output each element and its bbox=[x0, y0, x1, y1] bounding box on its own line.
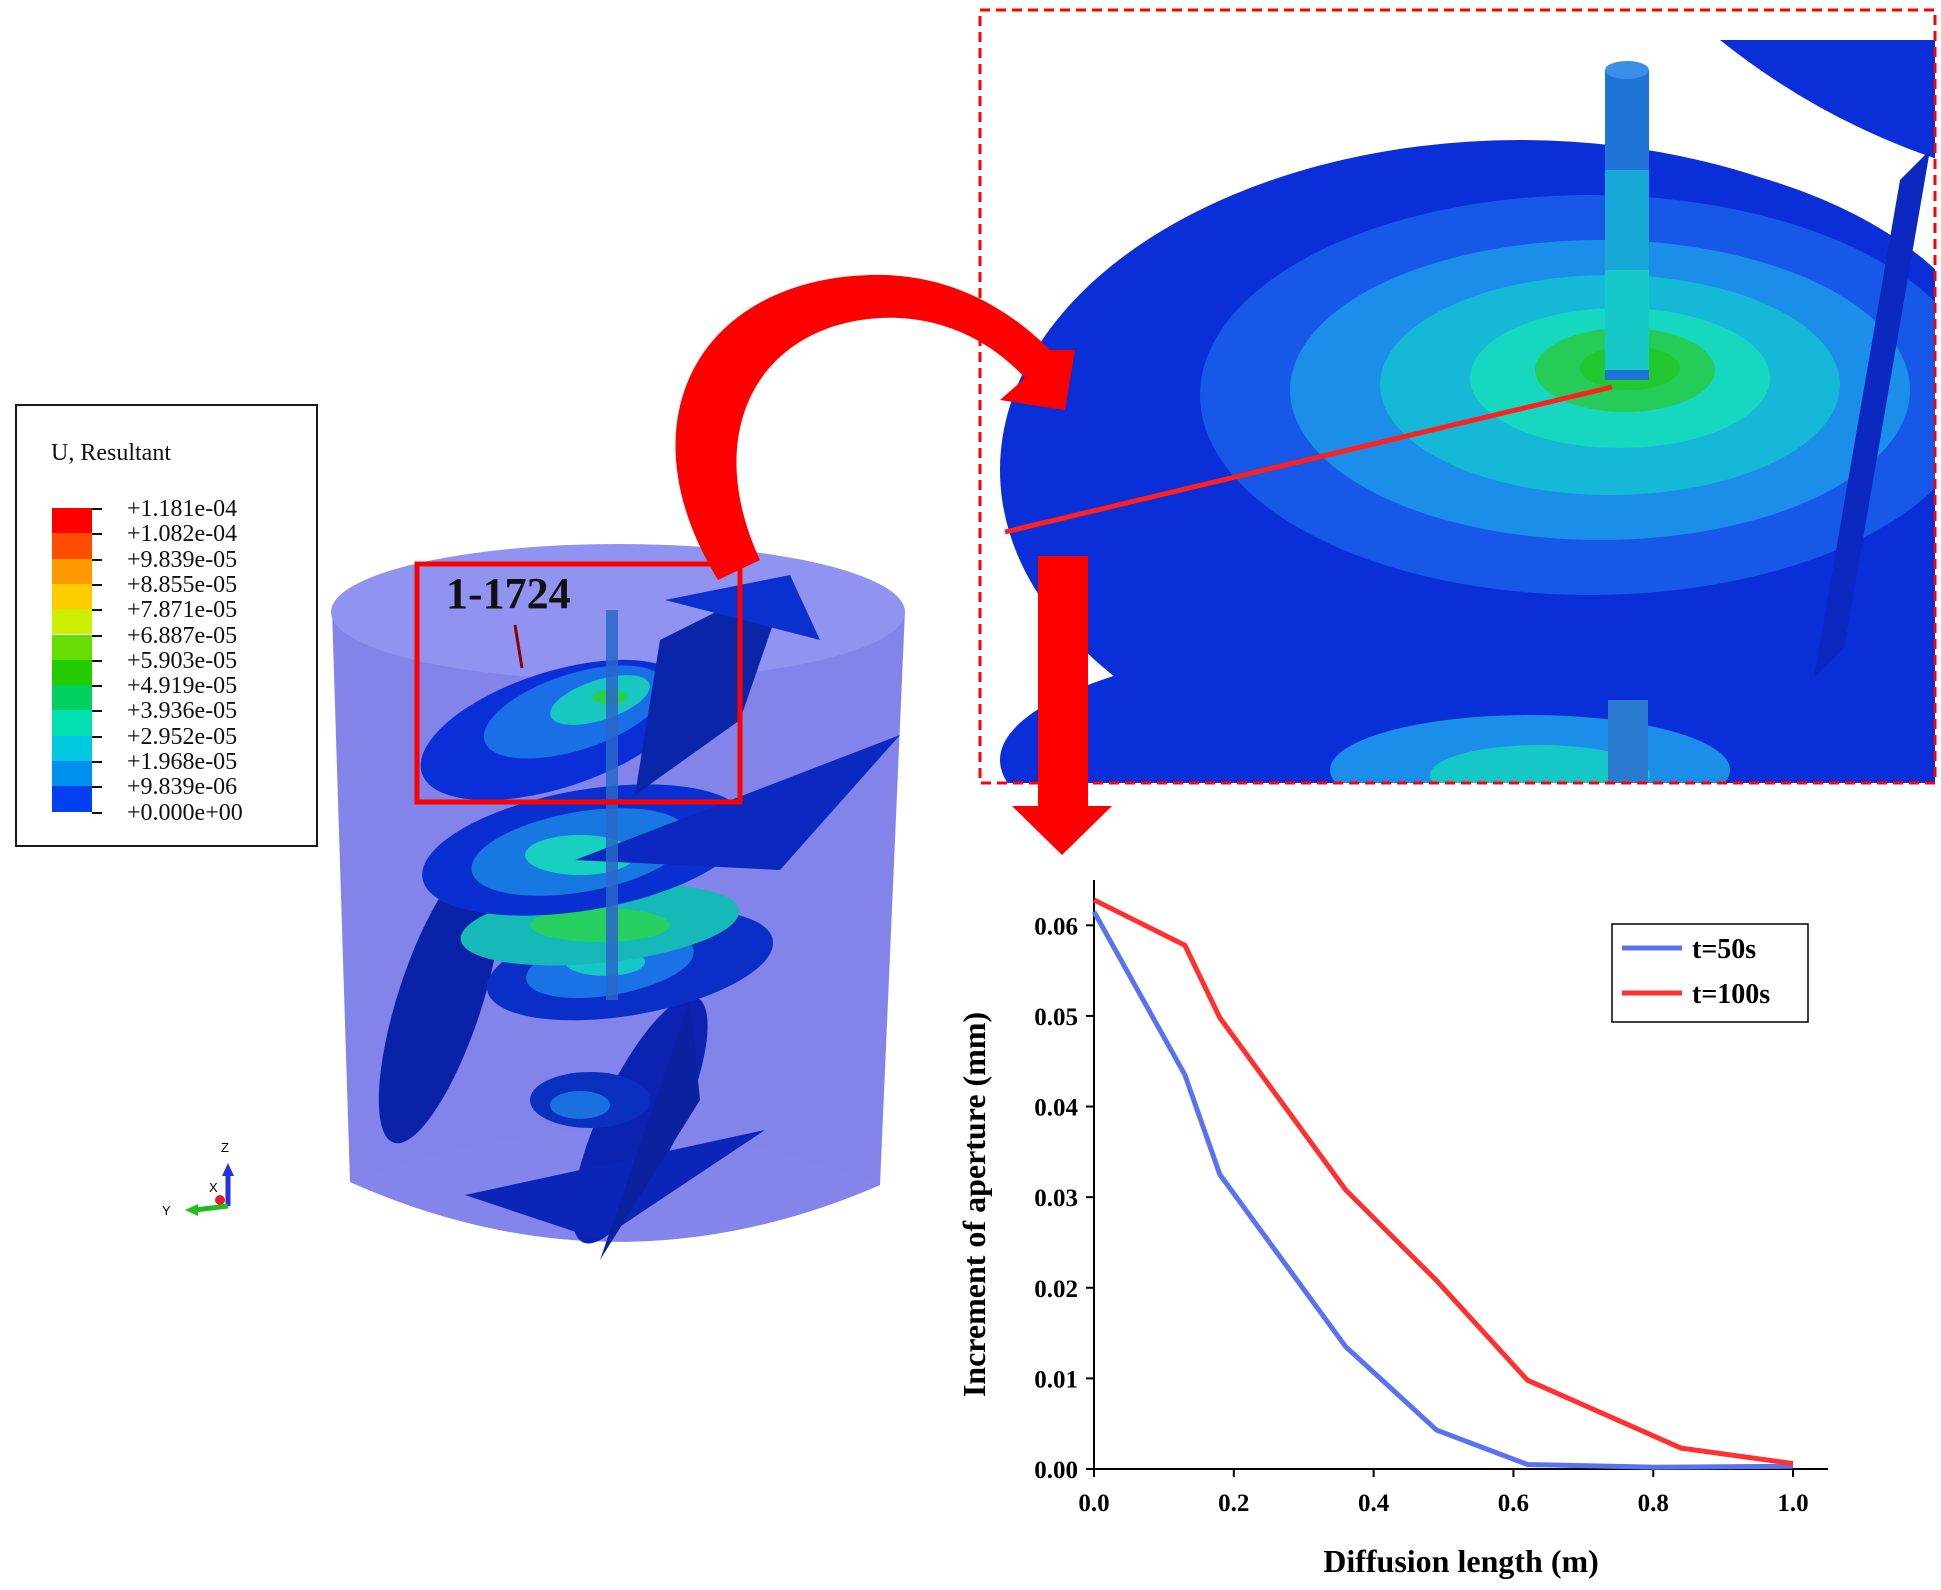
series-line-1 bbox=[1092, 897, 1794, 1467]
chart-legend: t=50s t=100s bbox=[1611, 923, 1809, 1023]
legend-tick bbox=[92, 811, 102, 814]
highlight-box bbox=[414, 561, 743, 805]
legend-value: +9.839e-05 bbox=[127, 546, 238, 573]
y-tick-label: 0.01 bbox=[1034, 1366, 1078, 1393]
legend-swatch bbox=[52, 533, 92, 559]
down-arrow-shaft bbox=[1038, 556, 1088, 806]
legend-swatch bbox=[52, 659, 92, 686]
legend-tick bbox=[92, 558, 102, 561]
legend-label-1: t=100s bbox=[1692, 979, 1770, 1010]
legend-value: +1.082e-04 bbox=[127, 521, 238, 548]
legend-tick bbox=[92, 634, 102, 637]
y-tick-label: 0.02 bbox=[1034, 1276, 1078, 1303]
y-tick-label: 0.04 bbox=[1034, 1095, 1078, 1122]
legend-tick bbox=[92, 609, 102, 612]
x-tick-label: 0.0 bbox=[1078, 1490, 1109, 1517]
y-tick-label: 0.03 bbox=[1034, 1185, 1078, 1212]
legend-tick bbox=[92, 659, 102, 662]
legend-value: +9.839e-06 bbox=[127, 774, 238, 801]
legend-swatch bbox=[52, 786, 92, 812]
legend-value: +6.887e-05 bbox=[127, 622, 238, 649]
down-arrow-icon bbox=[1012, 806, 1112, 855]
legend-swatch bbox=[52, 761, 92, 787]
legend-tick bbox=[92, 533, 102, 536]
legend-value: +5.903e-05 bbox=[127, 647, 238, 674]
fracture-discs bbox=[378, 575, 900, 1260]
axis-triad: Z Y X bbox=[162, 1140, 234, 1218]
y-axis-arrow-icon bbox=[185, 1204, 198, 1216]
x-tick-label: 1.0 bbox=[1777, 1490, 1808, 1517]
legend-tick bbox=[92, 710, 102, 713]
legend-swatch bbox=[52, 508, 92, 534]
legend-tick bbox=[92, 735, 102, 738]
legend-tick bbox=[92, 786, 102, 789]
legend-swatch bbox=[52, 710, 92, 736]
x-tick-label: 0.2 bbox=[1218, 1490, 1249, 1517]
legend-title: U, Resultant bbox=[51, 440, 171, 466]
x-tick-label: 0.6 bbox=[1498, 1490, 1529, 1517]
fracture-label: 1-1724 bbox=[446, 569, 571, 618]
x-tick-label: 0.8 bbox=[1638, 1490, 1669, 1517]
legend-tick bbox=[92, 583, 102, 586]
legend-swatch bbox=[52, 583, 92, 610]
legend-swatch bbox=[52, 558, 92, 584]
fracture-label-leader bbox=[513, 624, 524, 669]
x-ticks: 0.0 0.2 0.4 0.6 0.8 1.0 bbox=[1078, 1469, 1809, 1517]
x-axis-title: Diffusion length (m) bbox=[1323, 1543, 1599, 1579]
legend-tick bbox=[92, 508, 102, 510]
legend-tick bbox=[92, 761, 102, 763]
legend-value: +4.919e-05 bbox=[127, 673, 238, 700]
y-axis-label: Y bbox=[162, 1203, 171, 1218]
legend-swatch bbox=[52, 634, 92, 660]
series-line-0 bbox=[1091, 910, 1794, 1470]
legend-swatch bbox=[52, 609, 92, 635]
x-tick-label: 0.4 bbox=[1358, 1490, 1390, 1517]
legend-swatch bbox=[52, 685, 92, 711]
y-axis-title: Increment of aperture (mm) bbox=[956, 1012, 992, 1397]
y-ticks: 0.00 0.01 0.02 0.03 0.04 0.05 0.06 bbox=[1034, 913, 1094, 1484]
legend-value: +1.181e-04 bbox=[127, 496, 238, 522]
legend-tick bbox=[92, 685, 102, 688]
legend-value: +0.000e+00 bbox=[127, 799, 243, 826]
curved-arrow-icon bbox=[675, 274, 1075, 580]
x-axis-dot-icon bbox=[215, 1195, 225, 1205]
y-tick-label: 0.05 bbox=[1034, 1004, 1078, 1031]
legend-swatch bbox=[52, 735, 92, 761]
legend-value: +8.855e-05 bbox=[127, 571, 238, 598]
legend-value: +3.936e-05 bbox=[127, 698, 238, 725]
z-axis-arrow-icon bbox=[222, 1163, 234, 1176]
legend-label-0: t=50s bbox=[1692, 934, 1756, 965]
y-tick-label: 0.00 bbox=[1034, 1457, 1078, 1484]
y-tick-label: 0.06 bbox=[1034, 913, 1078, 940]
x-axis-label: X bbox=[209, 1180, 218, 1195]
series-lines bbox=[1091, 897, 1794, 1470]
z-axis-label: Z bbox=[221, 1140, 229, 1155]
legend-value: +2.952e-05 bbox=[127, 723, 238, 750]
legend-value: +7.871e-05 bbox=[127, 597, 238, 624]
contour-legend: U, Resultant +1.181e-04 +1.082e-04 +9.839e… bbox=[15, 404, 318, 847]
diffusion-line bbox=[1004, 384, 1613, 535]
legend-value: +1.968e-05 bbox=[127, 749, 238, 775]
